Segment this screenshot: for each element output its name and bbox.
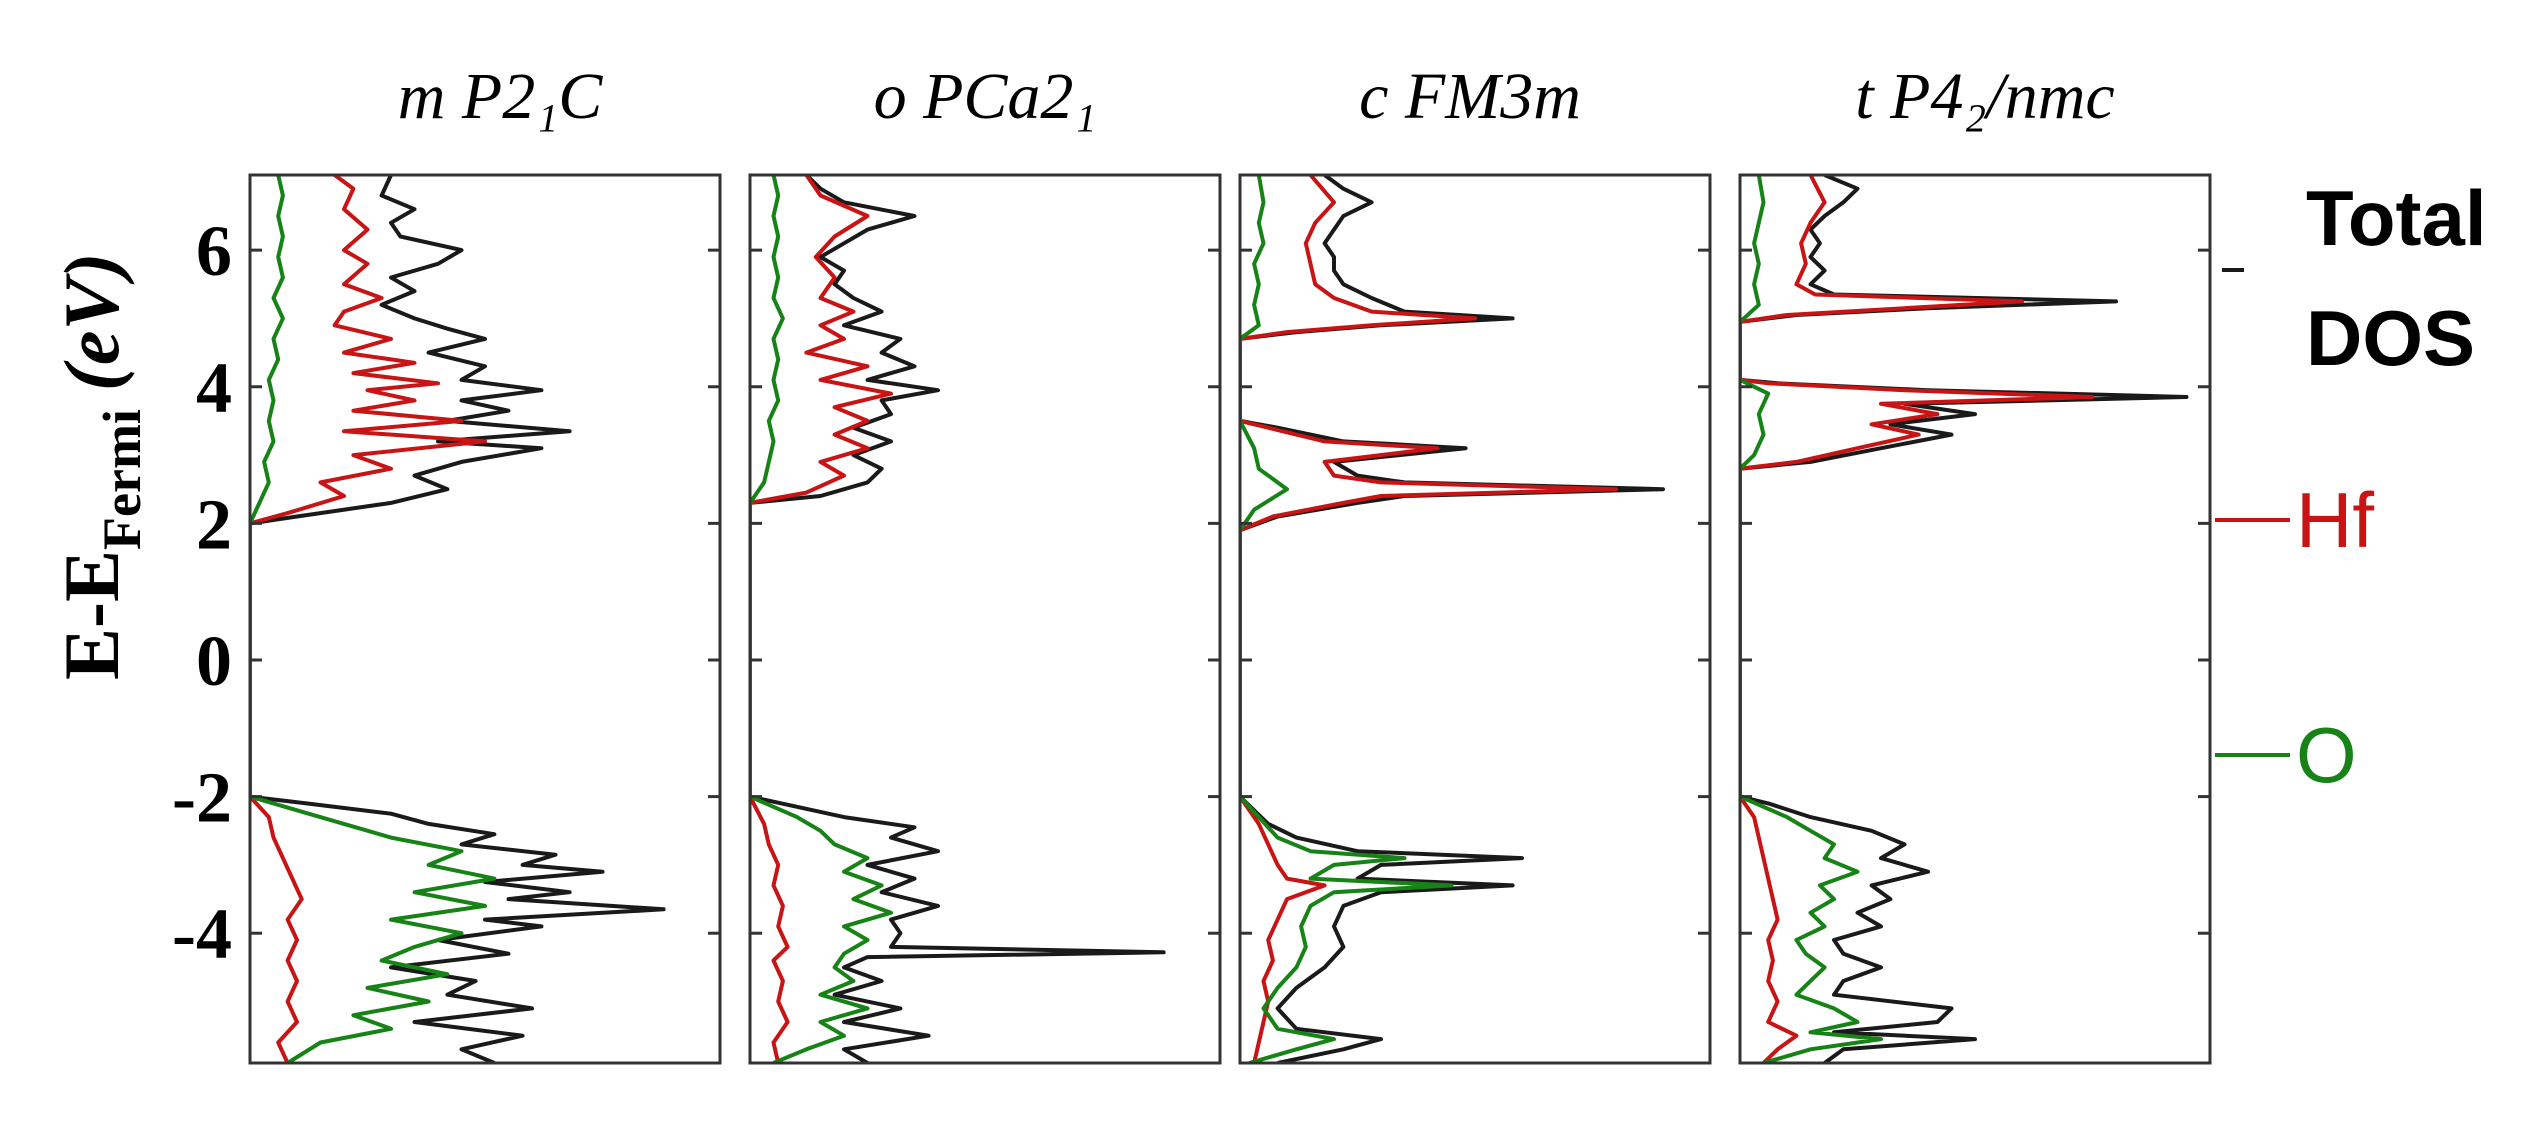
panel-2: o PCa2₁ (748, 60, 1222, 1065)
panels: m P2₁C o PCa2₁ c FM3m t P4₂/nmc (248, 60, 2212, 1065)
panel-title: c FM3m (1359, 60, 1581, 133)
panel-1: m P2₁C (248, 60, 722, 1065)
legend-hf-label: Hf (2296, 476, 2374, 564)
panel-frame (1238, 173, 1712, 1065)
legend-total-label-line1: Total (2306, 174, 2487, 262)
series-hf-line (1740, 175, 2095, 1063)
panel-title: t P4₂/nmc (1855, 60, 2114, 133)
y-tick-label: 0 (196, 621, 232, 701)
y-tick-label: 6 (196, 211, 232, 291)
series-o-line (1740, 175, 1883, 1063)
series-total-line (250, 175, 666, 1063)
series-o-line (750, 175, 893, 1063)
legend-total-label-line2: DOS (2306, 294, 2475, 382)
y-tick-labels: -4 -2 0 2 4 6 (172, 211, 232, 974)
series-o-line (1240, 175, 1454, 1063)
legend-o-label: O (2296, 711, 2357, 799)
series-hf-line (750, 175, 893, 1063)
series-total-line (750, 175, 1166, 1063)
panel-frame (1738, 173, 2212, 1065)
panel-frame (248, 173, 722, 1065)
panel-title: o PCa2₁ (874, 60, 1097, 133)
y-tick-label: 2 (196, 484, 232, 564)
panel-title: m P2₁C (398, 60, 603, 133)
series-total-line (1740, 175, 2189, 1063)
series-hf-line (1240, 175, 1618, 1063)
y-tick-label: -4 (172, 894, 232, 974)
y-axis-label: E-EFermi(eV) (48, 252, 152, 680)
series-hf-line (250, 175, 487, 1063)
panel-4: t P4₂/nmc (1738, 60, 2212, 1065)
panel-3: c FM3m (1238, 60, 1712, 1065)
panel-frame (748, 173, 1222, 1065)
legend: Total DOS Hf O (2215, 174, 2487, 799)
series-o-line (250, 175, 497, 1063)
y-tick-label: -2 (172, 758, 232, 838)
y-tick-label: 4 (196, 348, 232, 428)
